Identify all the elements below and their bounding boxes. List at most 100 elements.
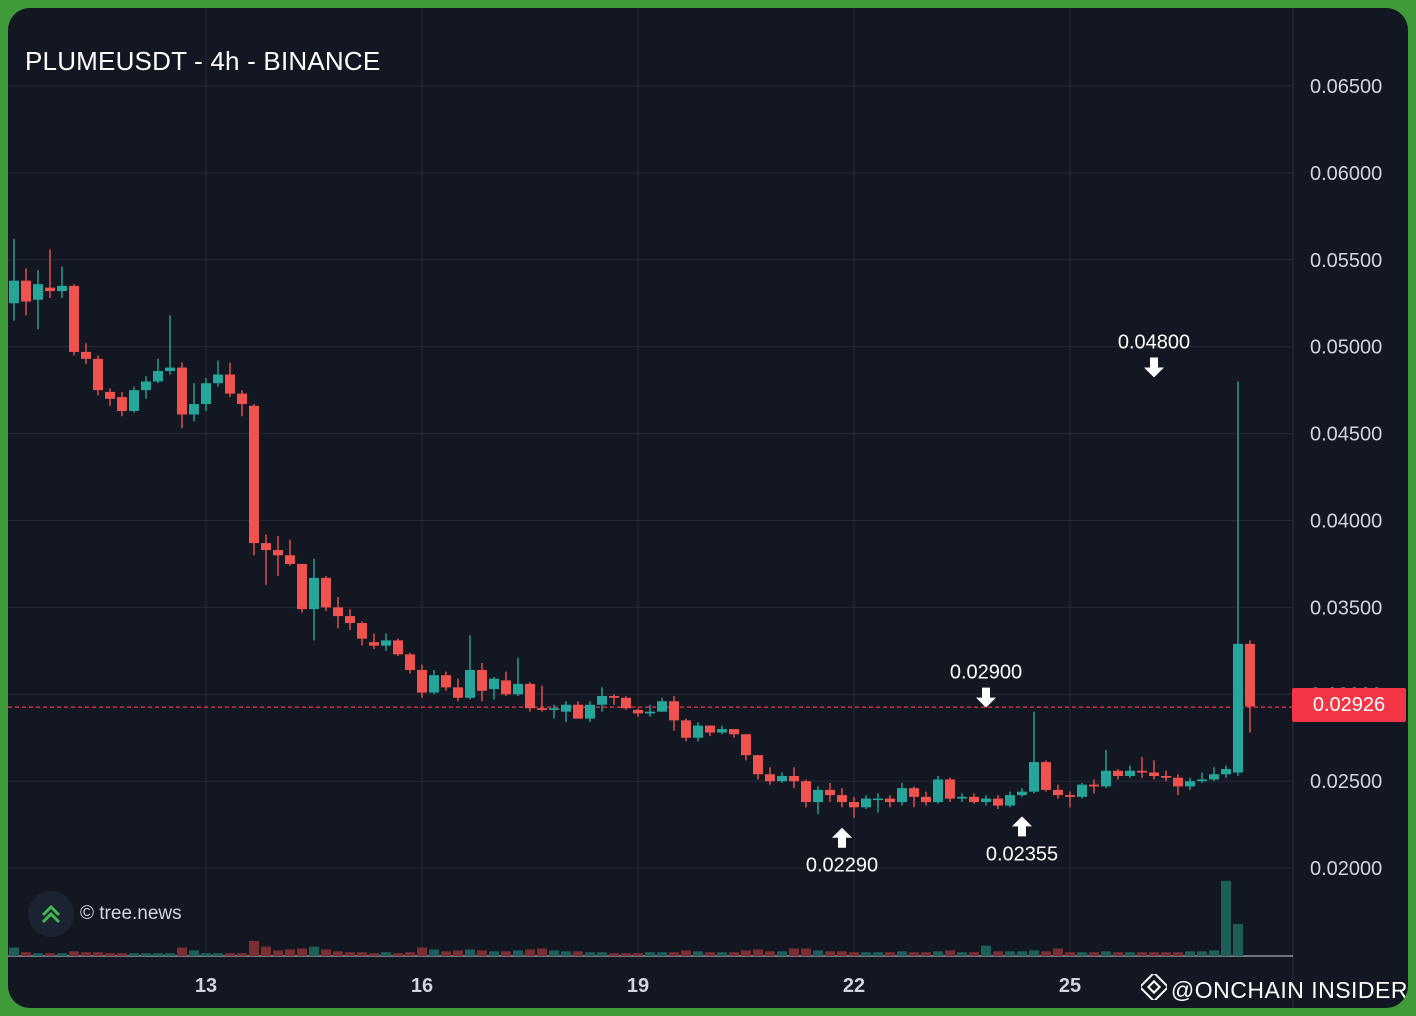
volume-bar [69, 951, 79, 956]
candle [309, 558, 319, 641]
candle-body [477, 669, 487, 691]
candle [69, 284, 79, 356]
x-tick-label: 16 [411, 975, 433, 997]
candle [477, 663, 487, 702]
volume-bar [441, 951, 451, 956]
volume-bar [393, 953, 403, 956]
volume-bar [753, 949, 763, 956]
volume-bar [93, 952, 103, 956]
candle [957, 793, 967, 803]
volume-bar [525, 949, 535, 956]
volume-bar [729, 952, 739, 956]
candle [549, 704, 559, 719]
candle-body [153, 371, 163, 382]
candle [33, 270, 43, 330]
volume-bar [825, 951, 835, 956]
volume-bar [813, 950, 823, 956]
candle [681, 718, 691, 742]
volume-bar [549, 950, 559, 956]
candle [765, 767, 775, 785]
candle-body [213, 374, 223, 384]
volume-bar [237, 953, 247, 956]
candle [429, 669, 439, 695]
annotation-label: 0.02355 [986, 843, 1058, 865]
candle [357, 621, 367, 646]
volume-bar [645, 952, 655, 956]
volume-bar [1161, 952, 1171, 956]
volume-bar [1137, 952, 1147, 956]
candle-body [357, 623, 367, 639]
arrow-up-icon [1012, 816, 1032, 837]
candle-body [285, 555, 295, 564]
volume-bar [849, 952, 859, 956]
volume-bar [909, 952, 919, 956]
candle [921, 791, 931, 806]
volume-bar [945, 950, 955, 956]
candle [705, 725, 715, 737]
candle [405, 652, 415, 674]
candle [777, 772, 787, 783]
candle-body [993, 798, 1003, 806]
volume-bar [957, 952, 967, 956]
volume-bar [1065, 952, 1075, 956]
candle [1221, 765, 1231, 778]
candle [105, 388, 115, 406]
candle-body [1005, 795, 1015, 806]
candle [1185, 777, 1195, 790]
candle [1101, 749, 1111, 789]
candle [153, 358, 163, 384]
candle-body [81, 351, 91, 359]
candle-body [381, 640, 391, 646]
candle [417, 664, 427, 698]
candle-body [441, 675, 451, 688]
volume-bar [249, 940, 259, 956]
candle [1017, 788, 1027, 797]
volume-bar [309, 946, 319, 956]
candle [1125, 765, 1135, 778]
candle-body [729, 729, 739, 735]
price-annotation: 0.04800 [1118, 331, 1190, 378]
candle [885, 795, 895, 808]
volume-bar [585, 952, 595, 956]
candle [561, 701, 571, 723]
volume-bar [1089, 952, 1099, 956]
candle-body [621, 697, 631, 709]
candle-body [1197, 779, 1207, 782]
candle [753, 755, 763, 780]
candle [201, 377, 211, 412]
volume-bar [537, 948, 547, 956]
candle-body [897, 788, 907, 803]
y-tick-label: 0.04500 [1310, 424, 1382, 446]
annotation-label: 0.02900 [950, 662, 1022, 684]
volume-bar [1221, 880, 1231, 956]
candle [585, 701, 595, 723]
candle [861, 795, 871, 810]
candle-body [273, 550, 283, 556]
candle [1029, 711, 1039, 794]
candle [333, 596, 343, 629]
price-annotation: 0.02900 [950, 662, 1022, 708]
volume-bar [885, 952, 895, 956]
volume-bar [9, 947, 19, 956]
volume-bar [669, 952, 679, 956]
volume-bar [225, 953, 235, 956]
candle-body [321, 577, 331, 608]
credit: © tree.news [28, 891, 182, 937]
candle [969, 793, 979, 804]
volume-bar [165, 953, 175, 956]
candle [21, 268, 31, 316]
volume-bar [897, 951, 907, 956]
candle [345, 609, 355, 630]
candle-body [825, 789, 835, 796]
candle [1161, 770, 1171, 782]
candle [213, 360, 223, 387]
volume-bar [153, 953, 163, 956]
volume-bar [1197, 951, 1207, 956]
candle-body [1221, 769, 1231, 775]
volume-bar [33, 953, 43, 956]
candle-body [1161, 775, 1171, 778]
candle [1077, 782, 1087, 799]
volume-bar [1077, 952, 1087, 956]
volume-bar [357, 952, 367, 956]
